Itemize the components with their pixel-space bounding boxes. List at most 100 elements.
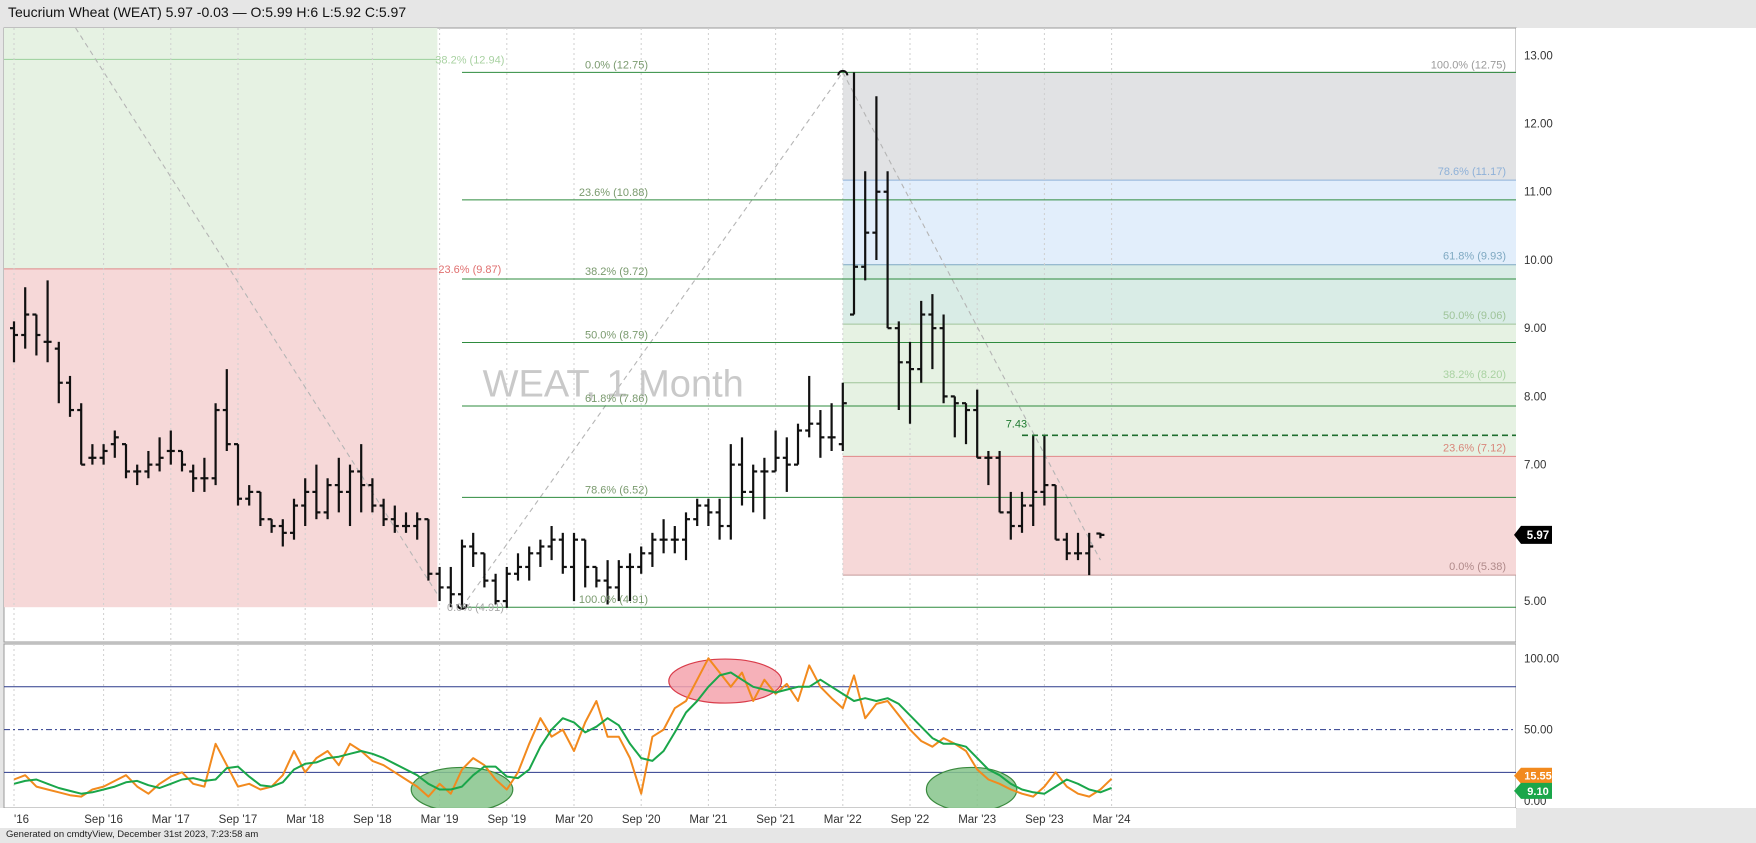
ohlc-bar[interactable] [446, 566, 455, 608]
ohlc-bar[interactable] [581, 538, 590, 588]
ohlc-bar[interactable] [133, 464, 142, 486]
ohlc-bar[interactable] [256, 490, 265, 527]
ohlc-bar[interactable] [424, 518, 433, 581]
ohlc-bar[interactable] [480, 552, 489, 588]
ohlc-bar[interactable] [693, 498, 702, 527]
ohlc-bar[interactable] [21, 287, 30, 349]
ohlc-bar[interactable] [1040, 435, 1049, 506]
ohlc-bar[interactable] [1062, 532, 1071, 561]
ohlc-bar[interactable] [88, 444, 97, 465]
ohlc-bar[interactable] [637, 546, 646, 574]
ohlc-bar[interactable] [726, 444, 735, 540]
ohlc-bar[interactable] [861, 171, 870, 281]
ohlc-bar[interactable] [166, 430, 175, 465]
ohlc-bar[interactable] [782, 437, 791, 492]
ohlc-bar[interactable] [1074, 532, 1082, 561]
ohlc-bar[interactable] [357, 444, 366, 513]
ohlc-bar[interactable] [110, 430, 119, 458]
ohlc-bar[interactable] [1006, 491, 1015, 540]
ohlc-bar[interactable] [973, 389, 982, 459]
ohlc-bar[interactable] [648, 532, 657, 567]
ohlc-bar[interactable] [155, 437, 164, 472]
ohlc-bar[interactable] [1018, 491, 1026, 533]
ohlc-bar[interactable] [525, 546, 534, 581]
ohlc-bar[interactable] [906, 341, 914, 424]
ohlc-bar[interactable] [962, 402, 970, 445]
ohlc-bar[interactable] [850, 72, 858, 316]
ohlc-bar[interactable] [1029, 435, 1038, 527]
ohlc-bar[interactable] [838, 382, 847, 451]
ohlc-bar[interactable] [547, 526, 556, 561]
ohlc-bar[interactable] [682, 512, 690, 561]
ohlc-bar[interactable] [267, 518, 276, 533]
ohlc-bar[interactable] [872, 96, 881, 260]
ohlc-bar[interactable] [794, 423, 802, 466]
ohlc-bar[interactable] [189, 464, 198, 492]
ohlc-bar[interactable] [278, 519, 287, 547]
ohlc-bar[interactable] [334, 457, 343, 513]
ohlc-bar[interactable] [458, 539, 466, 608]
ohlc-bar[interactable] [738, 437, 746, 506]
ohlc-bar[interactable] [1051, 483, 1060, 541]
ohlc-bar[interactable] [312, 464, 321, 520]
ohlc-bar[interactable] [469, 532, 478, 567]
ohlc-bar[interactable] [368, 478, 377, 513]
ohlc-bar[interactable] [771, 430, 780, 473]
ohlc-bar[interactable] [200, 457, 209, 492]
ohlc-bar[interactable] [939, 314, 948, 404]
ohlc-bar[interactable] [144, 450, 153, 479]
ohlc-bar[interactable] [570, 532, 578, 602]
ohlc-bar[interactable] [413, 512, 422, 540]
ohlc-bar[interactable] [670, 526, 679, 554]
ohlc-bar[interactable] [32, 313, 41, 356]
ohlc-bar[interactable] [1096, 532, 1105, 539]
ohlc-bar[interactable] [222, 369, 231, 451]
ohlc-bar[interactable] [805, 375, 814, 438]
ohlc-bar[interactable] [1085, 532, 1094, 576]
ohlc-bar[interactable] [99, 444, 108, 465]
ohlc-bar[interactable] [54, 341, 63, 404]
ohlc-bar[interactable] [614, 560, 623, 602]
ohlc-bar[interactable] [917, 300, 926, 383]
ohlc-bar[interactable] [894, 321, 903, 411]
ohlc-bar[interactable] [379, 498, 388, 527]
ohlc-bar[interactable] [402, 512, 410, 533]
ohlc-bar[interactable] [816, 410, 825, 458]
ohlc-bar[interactable] [704, 498, 713, 527]
ohlc-bar[interactable] [211, 403, 220, 486]
ohlc-bar[interactable] [390, 505, 399, 533]
oscillator-slow-line[interactable] [13, 671, 1112, 795]
ohlc-bar[interactable] [77, 403, 86, 466]
ohlc-bar[interactable] [760, 457, 769, 520]
ohlc-bar[interactable] [514, 553, 522, 581]
ohlc-bar[interactable] [626, 553, 634, 602]
ohlc-bar[interactable] [883, 171, 892, 330]
ohlc-bar[interactable] [827, 403, 836, 451]
ohlc-bar[interactable] [10, 321, 18, 363]
ohlc-bar[interactable] [659, 519, 668, 554]
oscillator-fast-line[interactable] [13, 657, 1113, 798]
ohlc-bar[interactable] [984, 450, 993, 486]
ohlc-bar[interactable] [346, 464, 354, 527]
ohlc-bar[interactable] [122, 443, 130, 479]
ohlc-bar[interactable] [301, 478, 310, 527]
ohlc-bar[interactable] [603, 560, 612, 605]
ohlc-bar[interactable] [928, 294, 937, 370]
ohlc-bar[interactable] [435, 566, 444, 602]
ohlc-bar[interactable] [290, 498, 298, 540]
ohlc-bar[interactable] [491, 573, 500, 605]
ohlc-bar[interactable] [245, 485, 254, 506]
ohlc-bar[interactable] [502, 566, 511, 608]
ohlc-bar[interactable] [558, 532, 567, 574]
ohlc-bar[interactable] [950, 395, 959, 438]
ohlc-bar[interactable] [749, 464, 758, 513]
ohlc-bar[interactable] [178, 449, 186, 472]
ohlc-bar[interactable] [66, 375, 74, 417]
ohlc-bar[interactable] [715, 498, 724, 540]
ohlc-bar[interactable] [995, 450, 1004, 514]
ohlc-bar[interactable] [536, 539, 545, 567]
ohlc-bar[interactable] [592, 565, 601, 588]
ohlc-bar[interactable] [234, 443, 242, 506]
ohlc-bar[interactable] [323, 478, 332, 520]
